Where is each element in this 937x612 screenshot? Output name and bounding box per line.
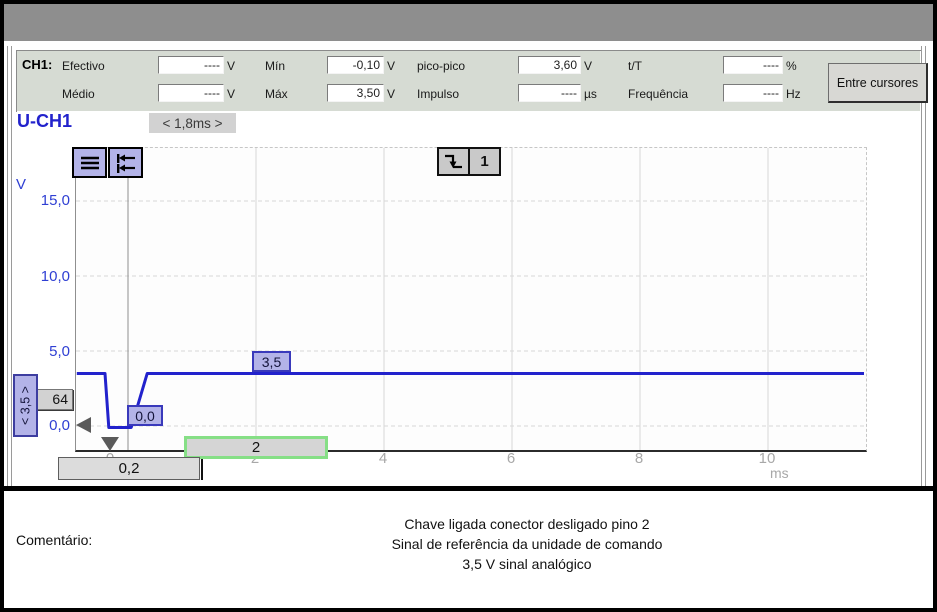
- entre-cursores-button[interactable]: Entre cursores: [828, 63, 928, 103]
- ground-level-arrow-icon[interactable]: [76, 417, 91, 433]
- arrows-left-icon: [116, 153, 135, 173]
- channel-label: CH1:: [22, 57, 53, 72]
- field-label-tt: t/T: [628, 59, 642, 73]
- y-tick-5: 5,0: [49, 343, 70, 360]
- field-unit-impulso: µs: [584, 87, 597, 101]
- field-value-min[interactable]: -0,10: [327, 56, 384, 74]
- y-axis-unit: V: [16, 176, 27, 193]
- field-label-medio: Médio: [62, 87, 95, 101]
- field-label-min: Mín: [265, 59, 286, 73]
- x-tick-6: 6: [506, 450, 516, 467]
- x-axis-unit: ms: [770, 465, 789, 481]
- y-tick-0: 0,0: [49, 417, 70, 434]
- x-tick-8: 8: [634, 450, 644, 467]
- x-tick-10: 10: [758, 450, 776, 467]
- time-offset-box[interactable]: 0,2: [58, 457, 200, 480]
- y-tick-15: 15,0: [40, 192, 70, 209]
- field-value-max[interactable]: 3,50: [327, 84, 384, 102]
- time-cursor-segment-box[interactable]: 2: [184, 436, 328, 459]
- section-divider: [0, 486, 937, 491]
- measurement-panel: CH1: Efectivo ---- V Mín -0,10 V pico-pi…: [16, 50, 928, 112]
- channel-name: U-CH1: [17, 111, 73, 131]
- y-tick-10: 10,0: [40, 268, 70, 285]
- field-unit-pico-pico: V: [584, 59, 593, 73]
- field-unit-min: V: [387, 59, 396, 73]
- field-label-impulso: Impulso: [417, 87, 460, 101]
- field-value-tt[interactable]: ----: [723, 56, 783, 74]
- comment-text: Chave ligada conector desligado pino 2 S…: [391, 516, 663, 572]
- left-gutter-line: [11, 46, 12, 486]
- trace-high-value-label: 3,5: [252, 351, 291, 372]
- menu-lines-button[interactable]: [72, 147, 107, 178]
- field-value-medio[interactable]: ----: [158, 84, 224, 102]
- field-label-efectivo: Efectivo: [62, 59, 105, 73]
- field-unit-medio: V: [227, 87, 236, 101]
- trigger-indicator[interactable]: 1: [437, 147, 501, 176]
- field-value-frequencia[interactable]: ----: [723, 84, 783, 102]
- signal-trace: [76, 372, 864, 429]
- scroll-left-button[interactable]: [108, 147, 143, 178]
- trigger-edge-cell[interactable]: [437, 147, 470, 176]
- field-value-efectivo[interactable]: ----: [158, 56, 224, 74]
- plot-area[interactable]: [75, 147, 867, 452]
- timebase-selector[interactable]: < 1,8ms >: [149, 113, 236, 133]
- trace-low-value-label: 0,0: [127, 405, 163, 426]
- plot-toolbar: [72, 147, 143, 178]
- right-gutter-line: [925, 46, 926, 486]
- x-tick-4: 4: [378, 450, 388, 467]
- left-gutter-line: [7, 46, 8, 486]
- field-label-max: Máx: [265, 87, 288, 101]
- menu-lines-icon: [80, 156, 99, 169]
- field-value-pico-pico[interactable]: 3,60: [518, 56, 581, 74]
- field-label-frequencia: Frequência: [628, 87, 689, 101]
- field-label-pico-pico: pico-pico: [417, 59, 466, 73]
- field-unit-efectivo: V: [227, 59, 236, 73]
- comment-label: Comentário:: [16, 532, 93, 548]
- field-unit-frequencia: Hz: [786, 87, 801, 101]
- waveform-svg: [76, 148, 866, 450]
- gain-value-box[interactable]: 64: [32, 389, 73, 410]
- trigger-channel-cell[interactable]: 1: [468, 147, 501, 176]
- field-unit-tt: %: [786, 59, 797, 73]
- time-cursor-tick[interactable]: [201, 459, 203, 480]
- right-gutter-line: [921, 46, 922, 486]
- field-unit-max: V: [387, 87, 396, 101]
- field-value-impulso[interactable]: ----: [518, 84, 581, 102]
- level-slider[interactable]: < 3,5 >: [13, 374, 38, 437]
- trigger-position-arrow-icon[interactable]: [101, 437, 119, 451]
- title-bar: [4, 4, 933, 41]
- trigger-falling-edge-icon: [445, 154, 462, 169]
